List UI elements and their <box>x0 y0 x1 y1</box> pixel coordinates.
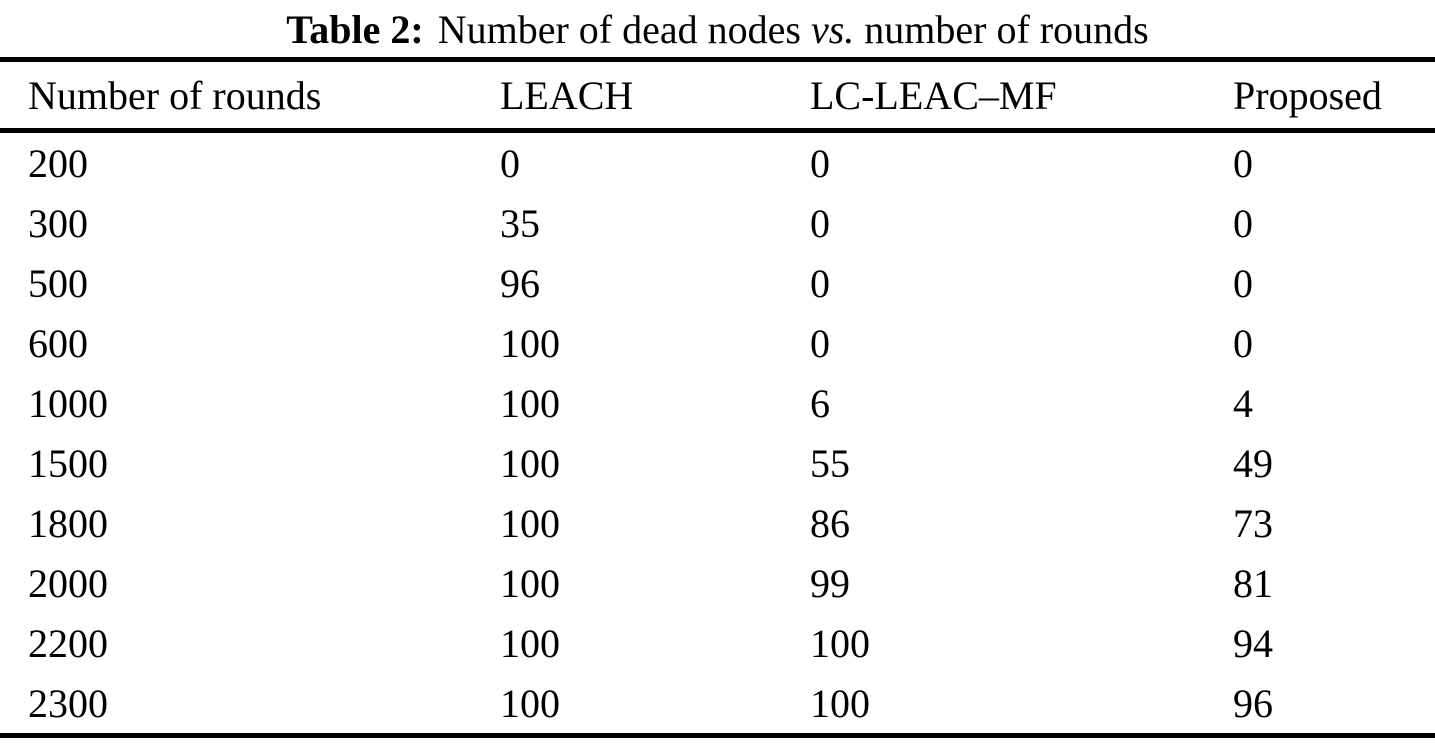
table-cell: 96 <box>1233 680 1273 726</box>
table-cell: 99 <box>810 560 850 606</box>
table-cell: 300 <box>28 200 88 246</box>
table-row: 200 0 0 0 <box>0 131 1435 194</box>
column-header-rounds: Number of rounds <box>0 59 472 133</box>
table-cell: 73 <box>1233 500 1273 546</box>
table-cell: 600 <box>28 320 88 366</box>
table-row: 2200 100 100 94 <box>0 613 1435 673</box>
table-cell: 100 <box>500 560 560 606</box>
table-cell: 96 <box>500 260 540 306</box>
table-cell: 100 <box>500 500 560 546</box>
table-cell: 0 <box>500 140 520 186</box>
table-caption: Table 2: Number of dead nodes vs. number of… <box>0 0 1435 57</box>
table-cell: 0 <box>1233 200 1253 246</box>
table-cell: 81 <box>1233 560 1273 606</box>
table-cell: 200 <box>28 140 88 186</box>
table-cell: 2200 <box>28 620 108 666</box>
table-cell: 4 <box>1233 380 1253 426</box>
table-row: 1500 100 55 49 <box>0 433 1435 493</box>
table-cell: 100 <box>810 620 870 666</box>
table-cell: 100 <box>500 620 560 666</box>
column-header-proposed: Proposed <box>1205 59 1435 133</box>
table-cell: 0 <box>810 320 830 366</box>
table-caption-text-post: number of rounds <box>864 7 1149 52</box>
table-cell: 100 <box>500 440 560 486</box>
table-cell: 0 <box>1233 320 1253 366</box>
table-cell: 0 <box>1233 260 1253 306</box>
table-cell: 6 <box>810 380 830 426</box>
table-cell: 1800 <box>28 500 108 546</box>
table-cell: 35 <box>500 200 540 246</box>
table-cell: 0 <box>810 200 830 246</box>
table-cell: 1500 <box>28 440 108 486</box>
table-cell: 1000 <box>28 380 108 426</box>
table-cell: 0 <box>810 140 830 186</box>
table-caption-label: Table 2: <box>286 7 424 52</box>
table-caption-vs: vs. <box>810 7 855 52</box>
table-cell: 2300 <box>28 680 108 726</box>
table-cell: 0 <box>810 260 830 306</box>
table-row: 600 100 0 0 <box>0 313 1435 373</box>
table-cell: 100 <box>810 680 870 726</box>
table-cell: 94 <box>1233 620 1273 666</box>
table-row: 2300 100 100 96 <box>0 673 1435 736</box>
table-row: 500 96 0 0 <box>0 253 1435 313</box>
table-cell: 100 <box>500 380 560 426</box>
table-row: 300 35 0 0 <box>0 193 1435 253</box>
table-row: 2000 100 99 81 <box>0 553 1435 613</box>
table-row: 1800 100 86 73 <box>0 493 1435 553</box>
table-cell: 2000 <box>28 560 108 606</box>
table-row: 1000 100 6 4 <box>0 373 1435 433</box>
table-caption-text-pre: Number of dead nodes <box>437 7 801 52</box>
table-cell: 86 <box>810 500 850 546</box>
column-header-lc-leac-mf: LC-LEAC–MF <box>782 59 1205 133</box>
table-cell: 500 <box>28 260 88 306</box>
table-cell: 100 <box>500 320 560 366</box>
table-cell: 100 <box>500 680 560 726</box>
table-cell: 49 <box>1233 440 1273 486</box>
column-header-leach: LEACH <box>472 59 782 133</box>
dead-nodes-table: Number of rounds LEACH LC-LEAC–MF Propos… <box>0 57 1435 738</box>
table-cell: 0 <box>1233 140 1253 186</box>
table-body: 200 0 0 0 300 35 0 0 500 96 0 0 600 100 0 0 1000 100 6 4 150… <box>0 131 1435 736</box>
table-header-row: Number of rounds LEACH LC-LEAC–MF Propos… <box>0 59 1435 133</box>
table-cell: 55 <box>810 440 850 486</box>
